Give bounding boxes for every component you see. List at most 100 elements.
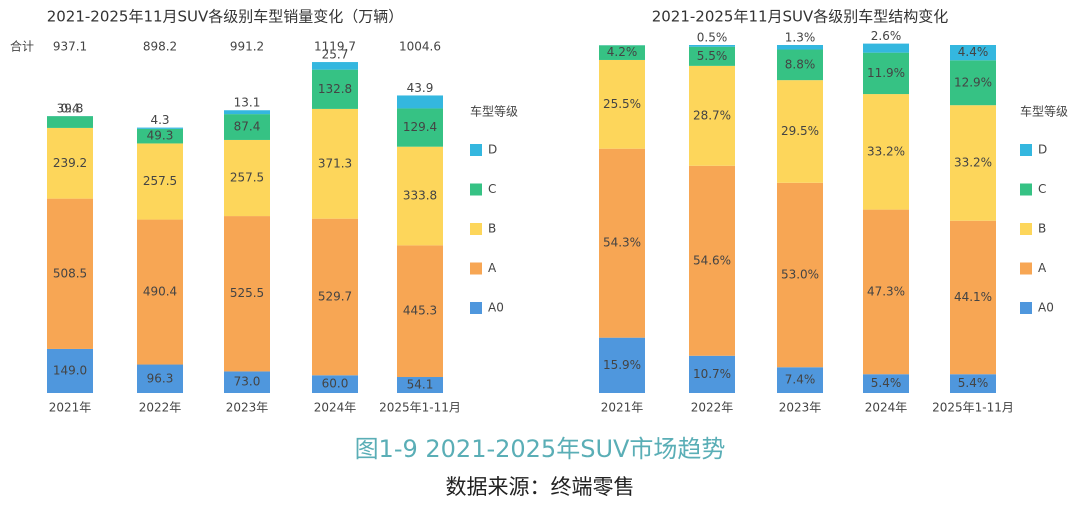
value-label: 5.4% <box>871 376 902 390</box>
value-label: 60.0 <box>322 377 349 391</box>
value-label: 54.6% <box>693 253 731 267</box>
bar-segment <box>689 355 735 393</box>
bar-segment <box>777 367 823 393</box>
value-label: 49.3 <box>147 129 174 143</box>
bar-segment <box>137 143 183 220</box>
value-label: 33.2% <box>867 144 905 158</box>
legend-label: D <box>1038 143 1047 157</box>
bar-segment <box>689 65 735 166</box>
value-label: 43.9 <box>407 81 434 95</box>
value-label: 87.4 <box>234 120 261 134</box>
value-label: 333.8 <box>403 189 437 203</box>
bar-segment <box>397 245 443 378</box>
bar-segment <box>950 374 996 393</box>
x-tick-label: 2023年 <box>779 401 822 415</box>
value-label: 257.5 <box>230 171 264 185</box>
bar-segment <box>47 116 93 128</box>
x-tick-label: 2023年 <box>226 401 269 415</box>
value-label: 5.4% <box>958 376 989 390</box>
bar-segment <box>599 45 645 60</box>
value-label: 54.3% <box>603 236 641 250</box>
value-label: 29.5% <box>781 124 819 138</box>
x-tick-label: 2022年 <box>691 401 734 415</box>
value-label: 529.7 <box>318 289 352 303</box>
value-label: 44.1% <box>954 290 992 304</box>
bar-segment <box>689 45 735 47</box>
value-label: 25.5% <box>603 97 641 111</box>
bar-segment <box>863 94 909 210</box>
total-label: 1004.6 <box>399 40 441 54</box>
legend-swatch <box>470 144 482 156</box>
bar-segment <box>950 220 996 375</box>
legend-label: C <box>1038 182 1046 196</box>
value-label: 47.3% <box>867 284 905 298</box>
value-label: 525.5 <box>230 286 264 300</box>
bar-segment <box>312 218 358 376</box>
bar-segment <box>312 108 358 219</box>
legend-swatch <box>470 302 482 314</box>
chart-title: 2021-2025年11月SUV各级别车型结构变化 <box>652 8 949 26</box>
value-label: 96.3 <box>147 371 174 385</box>
bar-segment <box>47 127 93 199</box>
bar-segment <box>137 219 183 365</box>
legend-swatch <box>1020 144 1032 156</box>
totals-label: 合计 <box>10 39 34 54</box>
value-label: 0.5% <box>697 31 728 45</box>
legend-swatch <box>1020 302 1032 314</box>
legend-label: B <box>488 222 496 236</box>
value-label: 8.8% <box>785 57 816 71</box>
bar-segment <box>224 216 270 372</box>
x-tick-label: 2024年 <box>314 401 357 415</box>
bar-segment <box>863 374 909 393</box>
bar-segment <box>689 46 735 66</box>
value-label: 149.0 <box>53 363 87 377</box>
value-label: 39.8 <box>57 102 84 116</box>
value-label: 132.8 <box>318 82 352 96</box>
bar-segment <box>312 375 358 393</box>
legend-swatch <box>470 183 482 196</box>
bar-segment <box>777 80 823 183</box>
value-label: 445.3 <box>403 304 437 318</box>
legend-label: D <box>488 143 497 157</box>
value-label: 12.9% <box>954 75 992 89</box>
bar-segment <box>950 60 996 106</box>
bar-segment <box>224 139 270 217</box>
value-label: 11.9% <box>867 66 905 80</box>
bar-segment <box>137 364 183 393</box>
value-label: 28.7% <box>693 108 731 122</box>
x-tick-label: 2021年 <box>601 401 644 415</box>
bar-segment <box>312 69 358 109</box>
legend-label: A <box>1038 261 1047 275</box>
bar-segment <box>863 43 909 53</box>
bar-segment <box>950 45 996 61</box>
value-label: 239.2 <box>53 156 87 170</box>
value-label: 4.2% <box>607 45 638 59</box>
value-label: 15.9% <box>603 358 641 372</box>
bar-segment <box>312 62 358 70</box>
x-tick-label: 2025年1-11月 <box>379 401 461 415</box>
bar-segment <box>397 95 443 109</box>
bar-segment <box>599 337 645 393</box>
total-label: 937.1 <box>53 40 87 54</box>
legend-label: A0 <box>488 301 504 315</box>
value-label: 371.3 <box>318 156 352 170</box>
bar-segment <box>224 371 270 393</box>
bar-segment <box>397 146 443 246</box>
total-label: 991.2 <box>230 40 264 54</box>
legend-swatch <box>1020 223 1032 235</box>
total-label: 898.2 <box>143 40 177 54</box>
value-label: 7.4% <box>785 373 816 387</box>
bar-segment <box>47 198 93 349</box>
value-label: 10.7% <box>693 367 731 381</box>
x-tick-label: 2024年 <box>865 401 908 415</box>
legend-title: 车型等级 <box>1020 104 1068 119</box>
value-label: 33.2% <box>954 155 992 169</box>
value-label: 129.4 <box>403 120 437 134</box>
x-tick-label: 2021年 <box>49 401 92 415</box>
bar-segment <box>689 165 735 356</box>
value-label: 0.4 <box>60 102 79 116</box>
value-label: 5.5% <box>697 49 728 63</box>
bar-segment <box>224 114 270 140</box>
